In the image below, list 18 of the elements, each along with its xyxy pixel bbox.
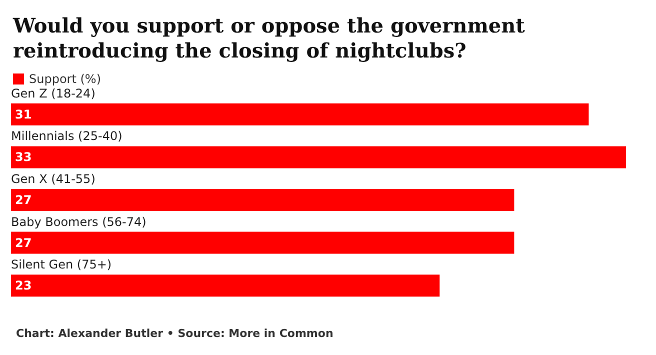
y-tick-label: Silent Gen (75+) <box>11 258 112 272</box>
bar <box>11 274 440 297</box>
bar <box>11 189 514 211</box>
bar <box>11 146 626 168</box>
data-label: 27 <box>15 193 32 207</box>
bar <box>11 232 514 254</box>
y-tick-label: Gen Z (18-24) <box>11 86 96 100</box>
legend-label: Support (%) <box>29 72 102 86</box>
y-tick-label: Gen X (41-55) <box>11 172 96 186</box>
data-label: 27 <box>15 236 32 250</box>
data-label: 23 <box>15 278 32 293</box>
chart-title: Would you support or oppose the government reintroducing the closing of nightclubs? <box>12 14 532 62</box>
y-tick-label: Millennials (25-40) <box>11 129 122 144</box>
y-tick-label: Baby Boomers (56-74) <box>11 214 146 229</box>
data-label: 31 <box>15 107 32 122</box>
text: Chart: Alexander Butler • Source: More in Common <box>16 327 334 340</box>
bar <box>11 103 589 126</box>
data-label: 33 <box>15 150 32 164</box>
